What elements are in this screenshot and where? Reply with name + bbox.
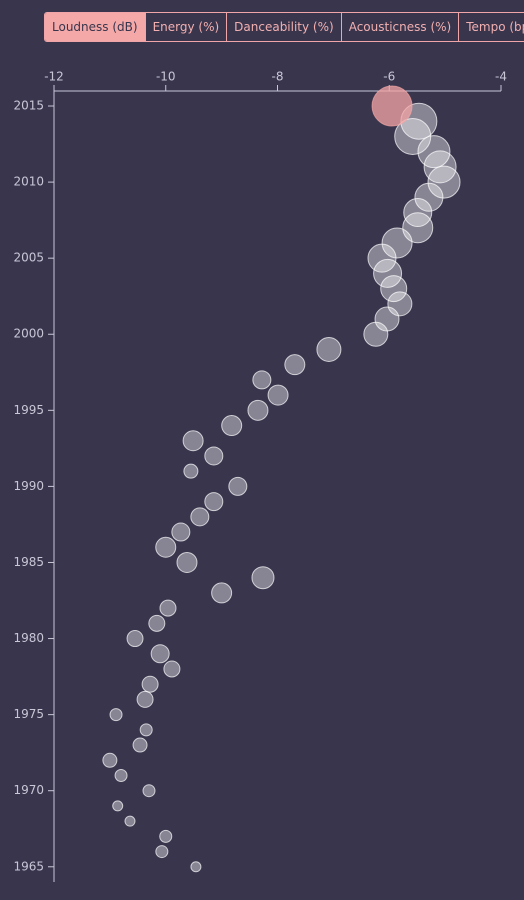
bubble (114, 768, 128, 782)
bubble (414, 182, 444, 212)
bubble (109, 708, 123, 722)
bubble (112, 800, 124, 812)
tab[interactable]: Tempo (bps) (458, 13, 524, 41)
bubble (176, 551, 198, 573)
bubble (163, 660, 181, 678)
bubble (190, 861, 202, 873)
bubble (155, 536, 177, 558)
y-tick-label: 1980 (13, 631, 44, 645)
y-tick-label: 1990 (13, 479, 44, 493)
bubble (284, 354, 306, 376)
bubble (252, 370, 272, 390)
x-tick-label: -4 (495, 70, 507, 84)
y-tick-label: 1985 (13, 555, 44, 569)
bubble (380, 275, 408, 303)
y-tick-label: 2015 (13, 99, 44, 113)
x-tick-label: -8 (272, 70, 284, 84)
bubble (417, 135, 451, 169)
bubble (247, 399, 269, 421)
y-tick-label: 1965 (13, 859, 44, 873)
bubble (171, 522, 191, 542)
bubble (211, 582, 233, 604)
bubble (150, 644, 170, 664)
bubble (204, 446, 224, 466)
bubble (387, 291, 413, 317)
tab[interactable]: Energy (%) (144, 13, 227, 41)
x-tick-label: -12 (44, 70, 64, 84)
bubble (132, 737, 148, 753)
y-tick-label: 2000 (13, 327, 44, 341)
bubble (402, 212, 434, 244)
bubble (403, 198, 433, 228)
bubble (251, 566, 275, 590)
bubble (183, 463, 199, 479)
y-tick-label: 1975 (13, 707, 44, 721)
bubble (394, 117, 432, 155)
bubble (136, 690, 154, 708)
tab-bar: Loudness (dB) Energy (%) Danceability (%) A… (44, 12, 524, 42)
bubble (139, 723, 153, 737)
bubble (316, 336, 342, 362)
y-tick-label: 1995 (13, 403, 44, 417)
bubble (373, 258, 403, 288)
tab[interactable]: Acousticness (%) (340, 13, 459, 41)
bubble (159, 829, 173, 843)
bubble (267, 384, 289, 406)
x-tick-label: -10 (156, 70, 176, 84)
bubble (155, 845, 169, 859)
bubble (102, 752, 118, 768)
y-tick-label: 1970 (13, 783, 44, 797)
y-tick-label: 2005 (13, 251, 44, 265)
bubble (182, 430, 204, 452)
bubble (148, 614, 166, 632)
bubble (374, 306, 400, 332)
bubble (159, 599, 177, 617)
y-tick-label: 2010 (13, 175, 44, 189)
x-tick-label: -6 (383, 70, 395, 84)
bubble (190, 507, 210, 527)
bubble (221, 415, 243, 437)
tab[interactable]: Loudness (dB) (45, 13, 145, 41)
bubble (141, 675, 159, 693)
bubble (204, 492, 224, 512)
bubble (124, 815, 136, 827)
bubble (228, 476, 248, 496)
tab[interactable]: Danceability (%) (226, 13, 341, 41)
bubble (371, 85, 413, 127)
bubble (142, 784, 156, 798)
bubble (126, 630, 144, 648)
